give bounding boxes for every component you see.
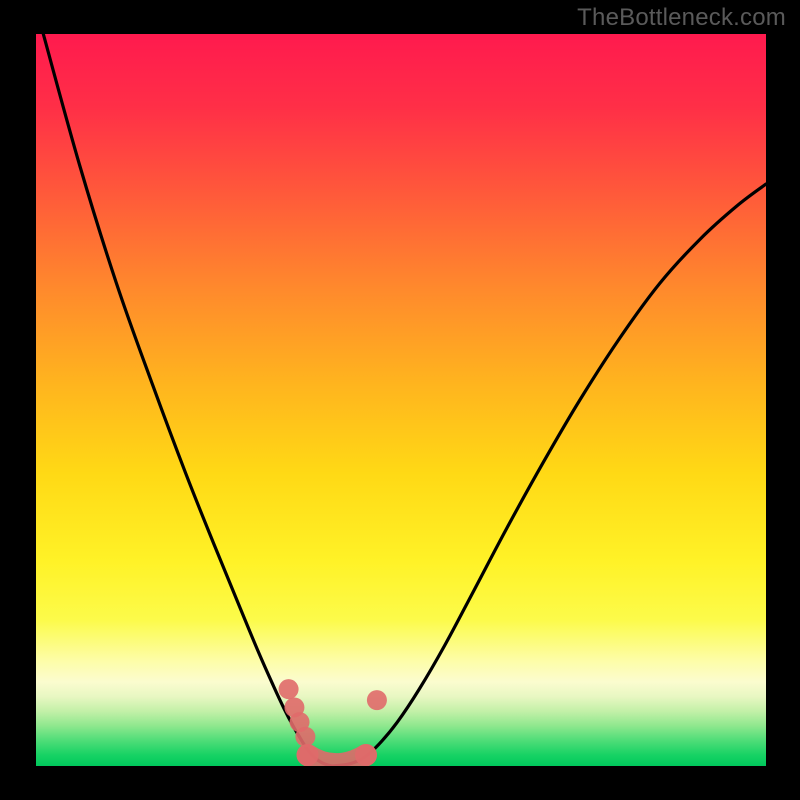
marker-dot bbox=[297, 744, 319, 766]
marker-dot bbox=[355, 744, 377, 766]
marker-dot bbox=[367, 690, 387, 710]
marker-dot bbox=[279, 679, 299, 699]
plot-area bbox=[36, 34, 766, 766]
frame-bottom bbox=[0, 766, 800, 800]
right-curve bbox=[332, 184, 766, 766]
watermark-text: TheBottleneck.com bbox=[577, 4, 786, 32]
left-curve bbox=[43, 34, 331, 766]
chart-stage: TheBottleneck.com bbox=[0, 0, 800, 800]
frame-right bbox=[766, 0, 800, 800]
curve-layer bbox=[36, 34, 766, 766]
frame-left bbox=[0, 0, 36, 800]
marker-dot bbox=[295, 727, 315, 747]
